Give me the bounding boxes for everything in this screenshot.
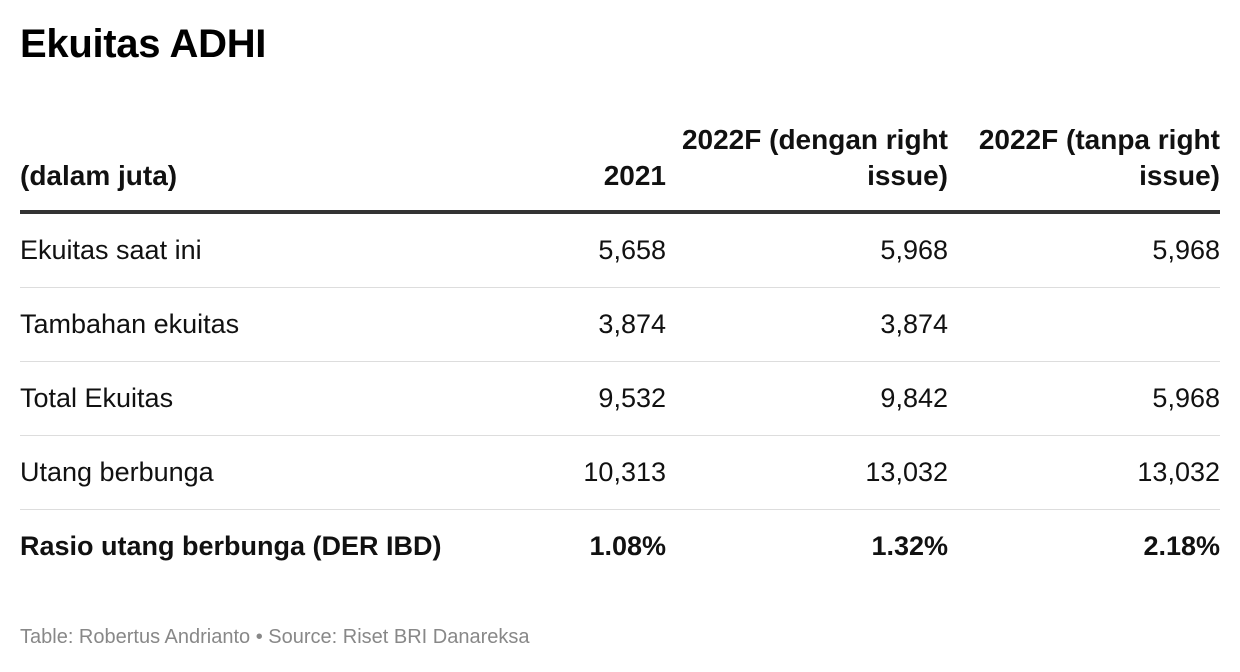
table-cell: 5,968 bbox=[948, 361, 1220, 436]
table-row: Ekuitas saat ini 5,658 5,968 5,968 bbox=[20, 212, 1220, 288]
table-cell: 13,032 bbox=[666, 435, 948, 510]
table-cell: 5,658 bbox=[500, 212, 666, 288]
table-cell: 2.18% bbox=[1143, 531, 1220, 561]
row-label: Rasio utang berbunga (DER IBD) bbox=[20, 531, 442, 561]
table-row: Tambahan ekuitas 3,874 3,874 bbox=[20, 287, 1220, 362]
table-cell: 5,968 bbox=[948, 212, 1220, 288]
data-table: (dalam juta) 2021 2022F (dengan right is… bbox=[20, 122, 1220, 583]
column-header-unit: (dalam juta) bbox=[20, 122, 500, 214]
row-label: Total Ekuitas bbox=[20, 361, 500, 436]
table-row: Total Ekuitas 9,532 9,842 5,968 bbox=[20, 361, 1220, 436]
table-cell: 3,874 bbox=[666, 287, 948, 362]
table-cell: 5,968 bbox=[666, 212, 948, 288]
table-row: Utang berbunga 10,313 13,032 13,032 bbox=[20, 435, 1220, 510]
table-cell: 1.08% bbox=[589, 531, 666, 561]
table-cell: 3,874 bbox=[500, 287, 666, 362]
row-label: Ekuitas saat ini bbox=[20, 212, 500, 288]
header-row: (dalam juta) 2021 2022F (dengan right is… bbox=[20, 122, 1220, 214]
row-label: Tambahan ekuitas bbox=[20, 287, 500, 362]
table-cell: 1.32% bbox=[871, 531, 948, 561]
table-cell: 9,842 bbox=[666, 361, 948, 436]
table-row: Rasio utang berbunga (DER IBD) 1.08% 1.3… bbox=[20, 510, 1220, 584]
page-title: Ekuitas ADHI bbox=[20, 22, 267, 66]
column-header-2022f-without-right-issue: 2022F (tanpa right issue) bbox=[948, 122, 1220, 214]
source-footer: Table: Robertus Andrianto • Source: Rise… bbox=[20, 626, 530, 648]
table-cell: 9,532 bbox=[500, 361, 666, 436]
column-header-2021: 2021 bbox=[500, 122, 666, 214]
row-label: Utang berbunga bbox=[20, 435, 500, 510]
table-cell bbox=[948, 287, 1220, 362]
table-cell: 10,313 bbox=[500, 435, 666, 510]
table-cell: 13,032 bbox=[948, 435, 1220, 510]
column-header-2022f-with-right-issue: 2022F (dengan right issue) bbox=[666, 122, 948, 214]
